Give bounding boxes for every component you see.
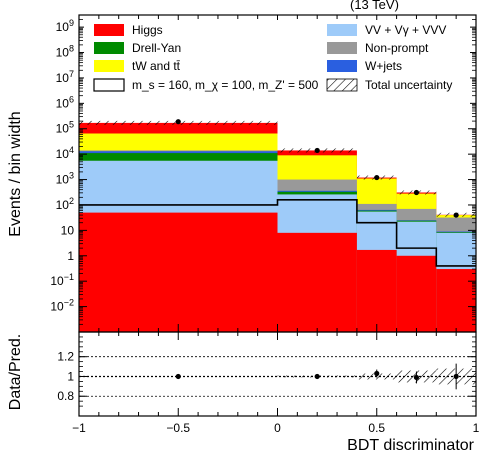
- legend-swatch: [326, 78, 358, 92]
- y-tick-label: 10−2: [50, 298, 74, 314]
- y-tick-label: 104: [56, 145, 74, 161]
- legend-label: Drell-Yan: [132, 41, 181, 55]
- legend-swatch: [327, 24, 357, 36]
- data-point: [453, 212, 459, 218]
- legend-label: VV + Vγ + VVV: [365, 23, 446, 37]
- signal-histogram: [79, 198, 476, 267]
- ratio-frame: [78, 331, 477, 417]
- bar-segment: [277, 232, 357, 332]
- ratio-plot-panel: 0.8 1 1.2 −1 −0.5 0 0.5 1 Data/Pred. BDT discri…: [7, 331, 480, 454]
- ratio-point: [453, 373, 459, 380]
- ratio-y-tick-label: 1: [67, 369, 74, 383]
- x-tick-label: 0.5: [368, 421, 385, 435]
- legend-swatch: [327, 60, 357, 72]
- bar-segment: [79, 212, 278, 332]
- legend-swatch: [327, 42, 357, 54]
- y-tick-label: 106: [56, 94, 74, 110]
- main-axis-ticks: 10−2 10−1 1 10 102 103 104 105 106 107 108 109: [50, 15, 477, 332]
- y-tick-label: 105: [56, 120, 74, 136]
- legend-label: Non-prompt: [365, 41, 429, 55]
- data-points: [175, 119, 459, 218]
- y-tick-label: 1: [67, 249, 74, 263]
- legend: Higgs VV + Vγ + VVV Drell-Yan Non-prompt tW …: [84, 20, 470, 110]
- legend-background: [84, 20, 470, 110]
- y-tick-label: 10: [61, 223, 75, 237]
- x-axis-label: BDT discriminator: [347, 437, 475, 454]
- data-point: [314, 147, 320, 154]
- main-y-axis-label: Events / bin width: [7, 111, 24, 236]
- legend-swatch: [94, 60, 124, 72]
- main-plot-panel: 10−2 10−1 1 10 102 103 104 105 106 107 108 109 Even…: [7, 14, 477, 333]
- legend-label: tW and tt̄: [132, 59, 181, 73]
- ratio-point: [374, 370, 380, 377]
- ratio-point: [413, 374, 420, 381]
- legend-label: W+jets: [365, 59, 402, 73]
- legend-swatch: [93, 78, 125, 92]
- ratio-y-axis-label: Data/Pred.: [7, 334, 24, 410]
- x-tick-label: 1: [473, 421, 480, 435]
- y-tick-label: 102: [56, 196, 74, 212]
- legend-label: Total uncertainty: [365, 78, 452, 92]
- bar-segment: [396, 255, 437, 332]
- ratio-point: [175, 373, 181, 380]
- bar-segment: [436, 269, 476, 332]
- x-tick-label: −1: [72, 421, 86, 435]
- ratio-point: [314, 373, 320, 380]
- legend-label: Higgs: [132, 23, 163, 37]
- x-tick-label: 0: [274, 421, 281, 435]
- ratio-points: [175, 363, 459, 390]
- ratio-axis-ticks: 0.8 1 1.2 −1 −0.5 0 0.5 1: [57, 332, 480, 435]
- bar-segment: [356, 249, 397, 332]
- stacked-histogram: [79, 120, 476, 332]
- ratio-y-tick-label: 1.2: [57, 350, 74, 364]
- legend-swatch: [94, 42, 124, 54]
- data-point: [413, 189, 420, 196]
- data-point: [175, 119, 181, 125]
- x-tick-label: −0.5: [166, 421, 190, 435]
- data-point: [374, 174, 380, 181]
- ratio-y-tick-label: 0.8: [57, 389, 74, 403]
- signal-line: [79, 198, 476, 267]
- chart-title-fragment: (13 TeV): [350, 0, 399, 12]
- y-tick-label: 10−1: [50, 272, 74, 288]
- legend-swatch: [94, 24, 124, 36]
- y-tick-label: 103: [56, 171, 74, 187]
- legend-label: m_s = 160, m_χ = 100, m_Z' = 500: [132, 78, 319, 92]
- y-tick-label: 107: [56, 69, 74, 85]
- y-tick-label: 109: [56, 18, 74, 34]
- y-tick-label: 108: [56, 44, 74, 60]
